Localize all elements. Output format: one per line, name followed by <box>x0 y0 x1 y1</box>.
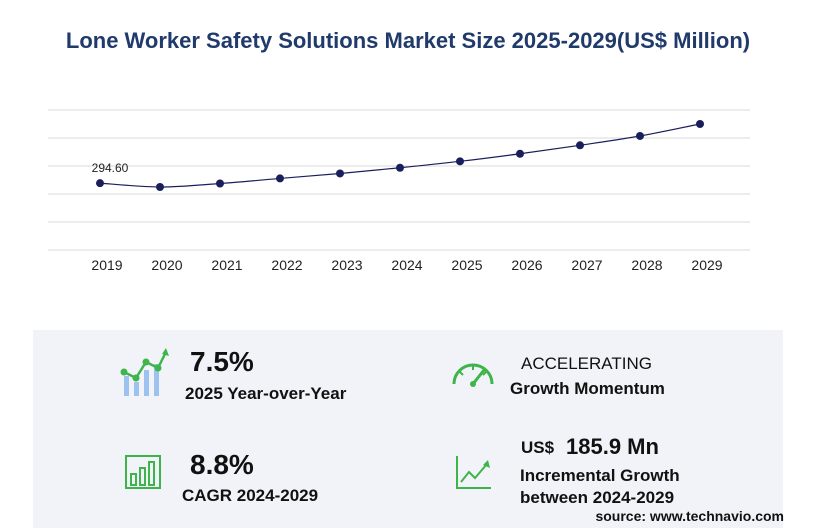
yoy-value: 7.5% <box>190 346 254 377</box>
x-tick-label: 2029 <box>691 257 722 273</box>
data-point <box>276 174 284 183</box>
data-label: 294.60 <box>92 161 129 175</box>
trend-line-icon <box>456 456 491 489</box>
x-tick-labels: 2019 2020 2021 2022 2023 2024 2025 2026 2027 2028… <box>91 257 722 273</box>
data-point <box>156 183 164 191</box>
data-point <box>696 120 704 128</box>
stats-panel <box>33 330 783 528</box>
increment-value: 185.9 Mn <box>566 434 659 459</box>
data-point <box>336 169 344 178</box>
data-point <box>456 157 464 166</box>
x-tick-label: 2027 <box>571 257 602 273</box>
increment-label-2: between 2024-2029 <box>520 488 675 507</box>
data-point <box>396 163 404 172</box>
x-tick-label: 2025 <box>451 257 482 273</box>
data-point <box>216 179 224 188</box>
x-tick-label: 2021 <box>211 257 242 273</box>
currency-label: US$ <box>521 438 555 457</box>
momentum-label-1: ACCELERATING <box>521 354 652 373</box>
chart-title: Lone Worker Safety Solutions Market Size… <box>65 28 751 53</box>
data-point <box>516 149 524 158</box>
yoy-label: 2025 Year-over-Year <box>185 384 347 403</box>
data-point <box>96 179 104 188</box>
x-tick-label: 2023 <box>331 257 362 273</box>
x-tick-label: 2024 <box>391 257 422 273</box>
x-tick-label: 2020 <box>151 257 182 273</box>
series-line <box>99 123 701 188</box>
cagr-value: 8.8% <box>190 449 254 480</box>
speedometer-icon <box>452 363 494 387</box>
x-tick-label: 2019 <box>91 257 122 273</box>
bar-growth-icon <box>120 348 169 396</box>
data-points <box>96 120 704 191</box>
gridlines <box>48 109 750 251</box>
x-tick-label: 2026 <box>511 257 542 273</box>
bar-chart-icon <box>125 455 161 489</box>
source-note: source: www.technavio.com <box>595 508 784 524</box>
momentum-label-2: Growth Momentum <box>510 379 665 398</box>
line-chart: 2019 2020 2021 2022 2023 2024 2025 2026 2027 2028… <box>48 109 750 273</box>
data-labels: 294.60 <box>92 161 129 175</box>
x-tick-label: 2028 <box>631 257 662 273</box>
data-point <box>636 131 644 140</box>
increment-label-1: Incremental Growth <box>520 466 680 485</box>
data-point <box>576 141 584 150</box>
cagr-label: CAGR 2024-2029 <box>182 486 319 505</box>
x-tick-label: 2022 <box>271 257 302 273</box>
